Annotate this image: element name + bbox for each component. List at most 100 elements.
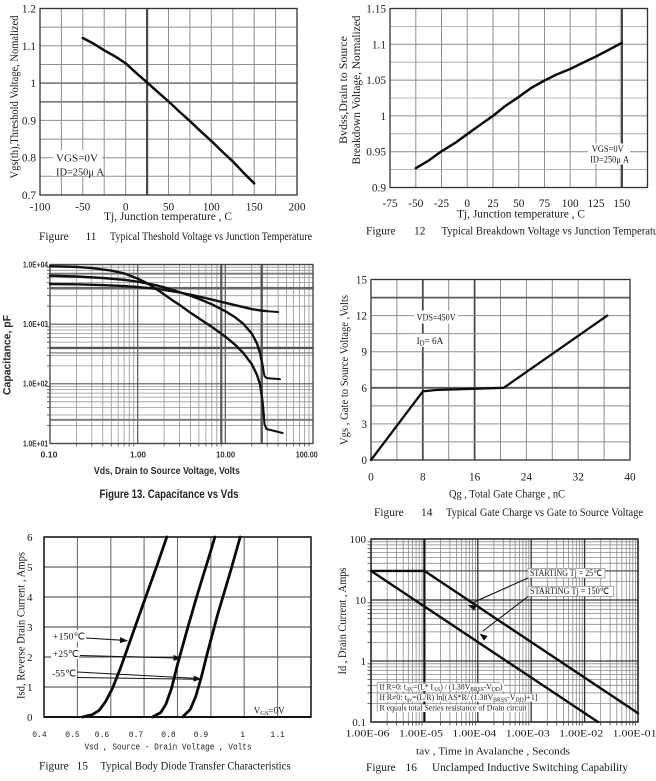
svg-text:1.15: 1.15 [366, 4, 386, 16]
svg-text:0.9: 0.9 [194, 731, 209, 740]
svg-text:0.7: 0.7 [22, 190, 36, 202]
svg-text:100: 100 [350, 534, 367, 546]
svg-text:Vgs , Gate to Source Voltage ,: Vgs , Gate to Source Voltage ,Volts [339, 294, 351, 445]
svg-text:12: 12 [414, 226, 426, 238]
svg-text:6: 6 [361, 383, 367, 395]
svg-text:Figure: Figure [39, 231, 69, 243]
svg-text:40: 40 [624, 472, 636, 484]
svg-text:1: 1 [30, 78, 36, 90]
svg-text:If R≠0: tav=(L/R) ln[(AS*R/ (1: If R≠0: tav=(L/R) ln[(AS*R/ (1.38VBRSS-V… [380, 693, 538, 703]
svg-text:-55℃: -55℃ [52, 670, 76, 680]
svg-text:3: 3 [361, 419, 367, 431]
svg-text:ID=250μ A: ID=250μ A [590, 156, 629, 166]
svg-text:-50: -50 [408, 198, 423, 210]
svg-text:Typical Theshold Voltage vs Ju: Typical Theshold Voltage vs Junction Tem… [110, 231, 312, 243]
svg-text:1.0E+03: 1.0E+03 [23, 320, 48, 329]
svg-text:1.1: 1.1 [22, 41, 36, 53]
svg-text:1.00E-01: 1.00E-01 [613, 730, 656, 740]
svg-text:125: 125 [588, 198, 605, 210]
svg-text:Tj, Junction temperature , C: Tj, Junction temperature , C [104, 211, 232, 223]
svg-text:-50: -50 [75, 202, 90, 214]
svg-text:6: 6 [27, 532, 33, 544]
svg-text:0.4: 0.4 [32, 731, 47, 740]
svg-text:1.00E-03: 1.00E-03 [506, 730, 550, 740]
svg-text:4: 4 [27, 592, 33, 604]
svg-text:14: 14 [421, 507, 433, 519]
svg-text:-100: -100 [30, 202, 51, 214]
svg-text:150: 150 [613, 198, 630, 210]
svg-text:8: 8 [420, 472, 426, 484]
svg-text:0: 0 [361, 455, 367, 467]
svg-text:Bvdss,Drain to Source: Bvdss,Drain to Source [338, 36, 350, 144]
svg-text:Vgs(th),Threshold Voltage, Nom: Vgs(th),Threshold Voltage, Nomalized [9, 15, 21, 178]
svg-text:Capacitance, pF: Capacitance, pF [2, 315, 14, 395]
svg-text:0.10: 0.10 [41, 450, 59, 459]
svg-text:1.1: 1.1 [270, 731, 285, 740]
svg-text:1.05: 1.05 [366, 75, 386, 87]
svg-text:Vsd , Source - Drain Voltage ,: Vsd , Source - Drain Voltage , Volts [85, 743, 252, 753]
svg-text:24: 24 [521, 472, 533, 484]
svg-text:10.00: 10.00 [216, 450, 236, 459]
svg-text:1.0E+02: 1.0E+02 [23, 380, 48, 389]
svg-text:3: 3 [27, 622, 33, 634]
svg-text:150: 150 [246, 202, 263, 214]
svg-text:VGS=0V: VGS=0V [254, 706, 285, 718]
svg-text:1.00E-02: 1.00E-02 [559, 730, 603, 740]
svg-text:16: 16 [406, 762, 418, 774]
svg-text:0.9: 0.9 [22, 115, 36, 127]
svg-text:+25℃: +25℃ [53, 650, 79, 660]
svg-text:Figure: Figure [366, 762, 396, 774]
svg-text:Figure: Figure [374, 507, 404, 519]
svg-text:1.2: 1.2 [22, 4, 36, 16]
svg-text:Tj, Junction temperature , C: Tj, Junction temperature , C [457, 209, 585, 221]
svg-text:VDS=450V: VDS=450V [417, 313, 456, 323]
svg-text:0.9: 0.9 [372, 183, 386, 195]
svg-text:If R=0: tAV=(L* IAS) / (1.38VB: If R=0: tAV=(L* IAS) / (1.38VBRSS-VDD) [380, 683, 503, 693]
svg-text:1: 1 [240, 731, 245, 740]
svg-text:STARTING Tj = 150℃: STARTING Tj = 150℃ [530, 586, 609, 596]
svg-text:15: 15 [356, 275, 368, 287]
svg-text:Typical Gate Charge vs Gate to: Typical Gate Charge vs Gate to Source Vo… [446, 507, 643, 519]
svg-text:Figure: Figure [366, 226, 396, 238]
svg-text:32: 32 [573, 472, 585, 484]
svg-text:10: 10 [355, 595, 367, 607]
svg-text:1: 1 [380, 111, 386, 123]
svg-text:1: 1 [361, 656, 367, 668]
svg-text:0.95: 0.95 [366, 147, 386, 159]
svg-text:9: 9 [361, 347, 367, 359]
svg-text:1.00E-04: 1.00E-04 [452, 730, 496, 740]
svg-text:-25: -25 [434, 198, 449, 210]
svg-text:1.0E+01: 1.0E+01 [23, 439, 48, 448]
svg-text:VGS=0V: VGS=0V [592, 145, 624, 155]
svg-text:ID=250μ A: ID=250μ A [56, 168, 105, 179]
svg-text:11: 11 [86, 231, 97, 243]
svg-text:1.00E-06: 1.00E-06 [346, 730, 390, 740]
svg-text:Id , Drain Current , Amps: Id , Drain Current , Amps [337, 567, 349, 675]
svg-text:0.8: 0.8 [22, 153, 36, 165]
svg-text:tav , Time in Avalanche , Seco: tav , Time in Avalanche , Seconds [416, 746, 570, 758]
svg-text:Figure 13. Capacitance vs Vds: Figure 13. Capacitance vs Vds [100, 487, 239, 501]
svg-text:Qg , Total Gate Charge , nC: Qg , Total Gate Charge , nC [449, 489, 565, 501]
svg-text:Typical Breakdown Voltage vs J: Typical Breakdown Voltage vs Junction Te… [442, 226, 656, 238]
svg-text:1.1: 1.1 [372, 39, 386, 51]
svg-text:VGS=0V: VGS=0V [56, 154, 99, 165]
svg-text:0: 0 [368, 472, 374, 484]
svg-text:Isd, Reverse Drain Current , A: Isd, Reverse Drain Current , Amps [16, 551, 28, 699]
svg-text:+150℃: +150℃ [53, 633, 85, 643]
svg-text:0: 0 [27, 712, 33, 724]
svg-text:0.7: 0.7 [129, 731, 144, 740]
svg-text:1.0E+04: 1.0E+04 [23, 260, 48, 269]
svg-text:-75: -75 [382, 198, 397, 210]
svg-text:1.00E-05: 1.00E-05 [399, 730, 443, 740]
svg-text:Figure: Figure [39, 761, 69, 773]
svg-text:Breakdown Voltage, Normalized: Breakdown Voltage, Normalized [351, 15, 363, 164]
svg-text:0.6: 0.6 [95, 731, 110, 740]
svg-text:Vds, Drain to Source Voltage,: Vds, Drain to Source Voltage, Volts [94, 466, 240, 477]
svg-text:Typical Body Diode Transfer Ch: Typical Body Diode Transfer Characterist… [101, 761, 292, 773]
svg-text:1: 1 [27, 682, 33, 694]
svg-text:0.8: 0.8 [161, 731, 176, 740]
svg-text:0.5: 0.5 [65, 731, 80, 740]
svg-text:16: 16 [469, 472, 481, 484]
svg-text:12: 12 [356, 311, 368, 323]
svg-text:R equals total Series resistan: R equals total Series resistance of Drai… [380, 704, 528, 713]
